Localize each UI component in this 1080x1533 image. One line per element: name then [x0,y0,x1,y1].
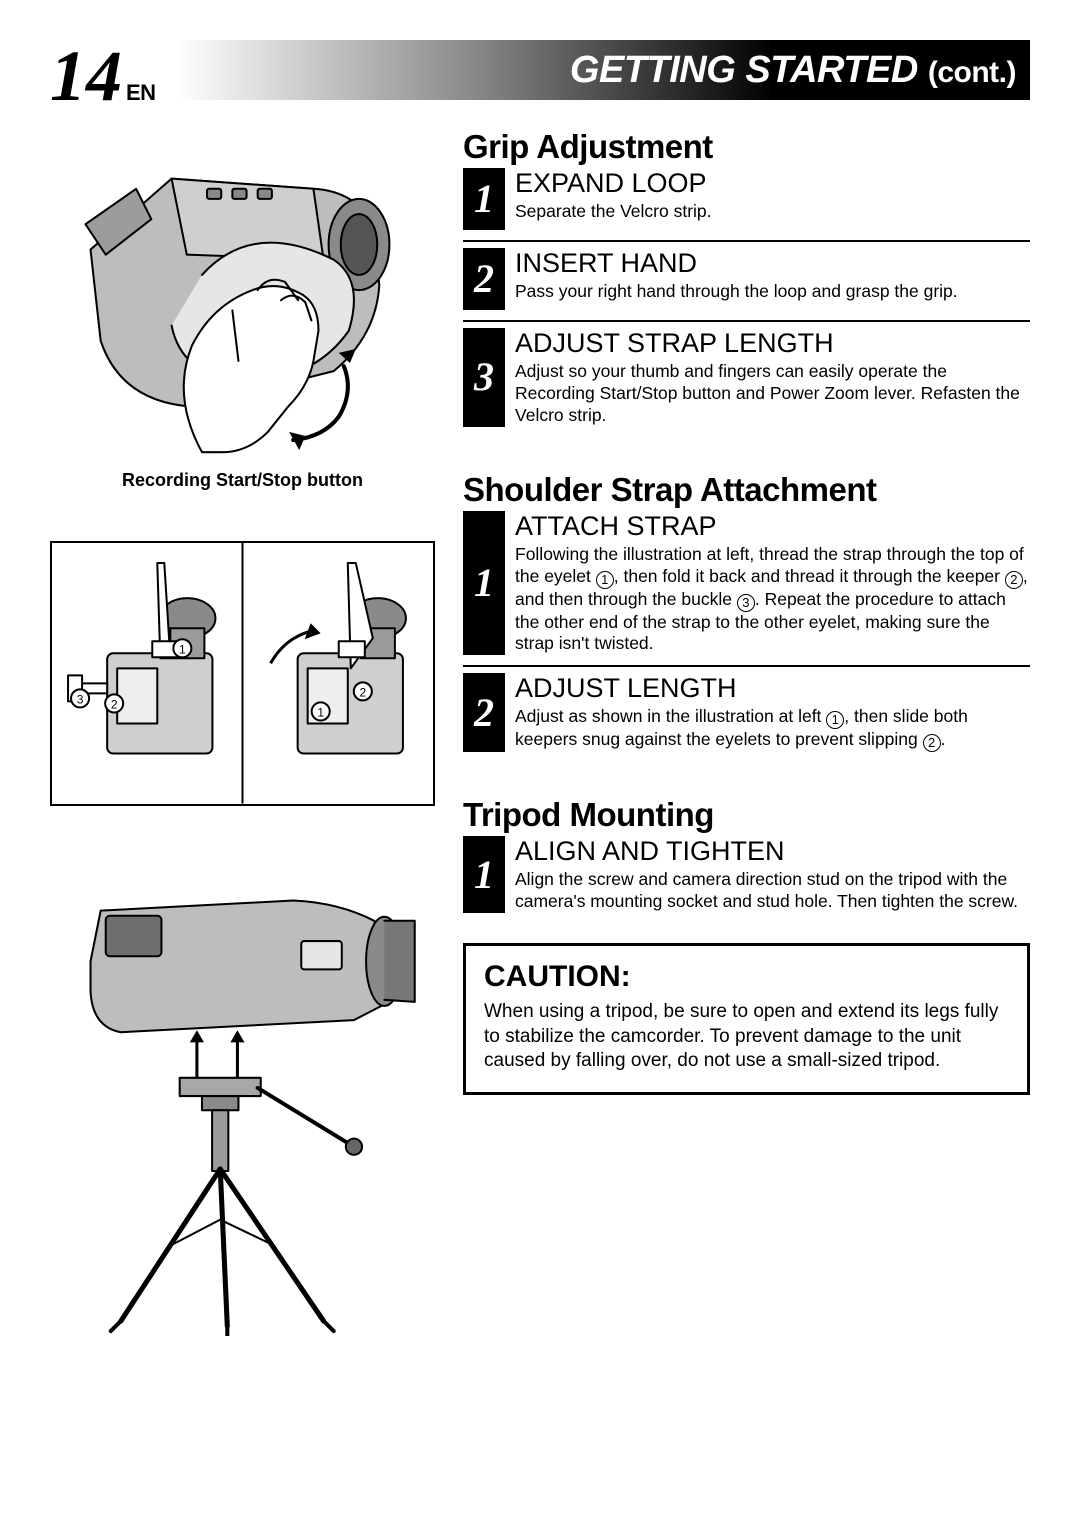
page-number: 14 [50,40,122,112]
step-body: ADJUST LENGTH Adjust as shown in the ill… [515,673,1030,752]
step-number: 1 [474,179,494,219]
step-body: ATTACH STRAP Following the illustration … [515,511,1030,656]
step-head: EXPAND LOOP [515,168,1030,199]
content-row: Recording Start/Stop button 1 [50,128,1030,1344]
step-head: ATTACH STRAP [515,511,1030,542]
header-title-main: GETTING STARTED [570,49,918,91]
step-text: Following the illustration at left, thre… [515,544,1030,656]
header-gradient: GETTING STARTED (cont.) [176,40,1030,100]
step-number-box: 2 [463,248,505,310]
grip-step-1: 1 EXPAND LOOP Separate the Velcro strip. [463,168,1030,242]
step-number-box: 1 [463,511,505,656]
step-number: 1 [474,563,494,603]
grip-illustration-caption: Recording Start/Stop button [50,470,435,491]
svg-text:2: 2 [359,686,366,700]
svg-text:2: 2 [111,698,118,712]
step-head: ALIGN AND TIGHTEN [515,836,1030,867]
step-head: INSERT HAND [515,248,1030,279]
step-number-box: 1 [463,836,505,913]
step-body: ALIGN AND TIGHTEN Align the screw and ca… [515,836,1030,913]
shoulder-step-2: 2 ADJUST LENGTH Adjust as shown in the i… [463,673,1030,762]
step-number: 2 [474,693,494,733]
step-text: Adjust so your thumb and fingers can eas… [515,361,1030,427]
grip-step-2: 2 INSERT HAND Pass your right hand throu… [463,248,1030,322]
header-title-cont: (cont.) [928,56,1016,89]
step-body: EXPAND LOOP Separate the Velcro strip. [515,168,1030,230]
header-title: GETTING STARTED (cont.) [570,49,1016,92]
section-title-grip: Grip Adjustment [463,128,1030,166]
step-head: ADJUST STRAP LENGTH [515,328,1030,359]
page-header: 14 EN GETTING STARTED (cont.) [50,40,1030,100]
section-title-shoulder: Shoulder Strap Attachment [463,471,1030,509]
left-column: Recording Start/Stop button 1 [50,128,435,1344]
step-number-box: 3 [463,328,505,427]
grip-illustration [50,128,435,462]
tripod-illustration [50,860,435,1336]
caution-heading: CAUTION: [484,960,1009,994]
step-head: ADJUST LENGTH [515,673,1030,704]
grip-step-3: 3 ADJUST STRAP LENGTH Adjust so your thu… [463,328,1030,437]
step-number: 2 [474,259,494,299]
section-title-tripod: Tripod Mounting [463,796,1030,834]
page-language: EN [126,80,156,106]
caution-text: When using a tripod, be sure to open and… [484,1000,1009,1074]
step-body: INSERT HAND Pass your right hand through… [515,248,1030,310]
step-number-box: 1 [463,168,505,230]
svg-text:1: 1 [179,643,186,657]
step-number: 3 [474,357,494,397]
shoulder-step-1: 1 ATTACH STRAP Following the illustratio… [463,511,1030,668]
step-body: ADJUST STRAP LENGTH Adjust so your thumb… [515,328,1030,427]
strap-illustration: 1 2 3 1 2 [50,541,435,806]
caution-box: CAUTION: When using a tripod, be sure to… [463,943,1030,1095]
page-number-block: 14 EN [50,40,176,100]
svg-text:3: 3 [77,693,84,707]
step-text: Separate the Velcro strip. [515,201,1030,223]
step-number: 1 [474,855,494,895]
right-column: Grip Adjustment 1 EXPAND LOOP Separate t… [463,128,1030,1344]
step-text: Align the screw and camera direction stu… [515,869,1030,913]
svg-text:1: 1 [317,706,324,720]
step-text: Adjust as shown in the illustration at l… [515,706,1030,752]
step-text: Pass your right hand through the loop an… [515,281,1030,303]
tripod-step-1: 1 ALIGN AND TIGHTEN Align the screw and … [463,836,1030,923]
step-number-box: 2 [463,673,505,752]
